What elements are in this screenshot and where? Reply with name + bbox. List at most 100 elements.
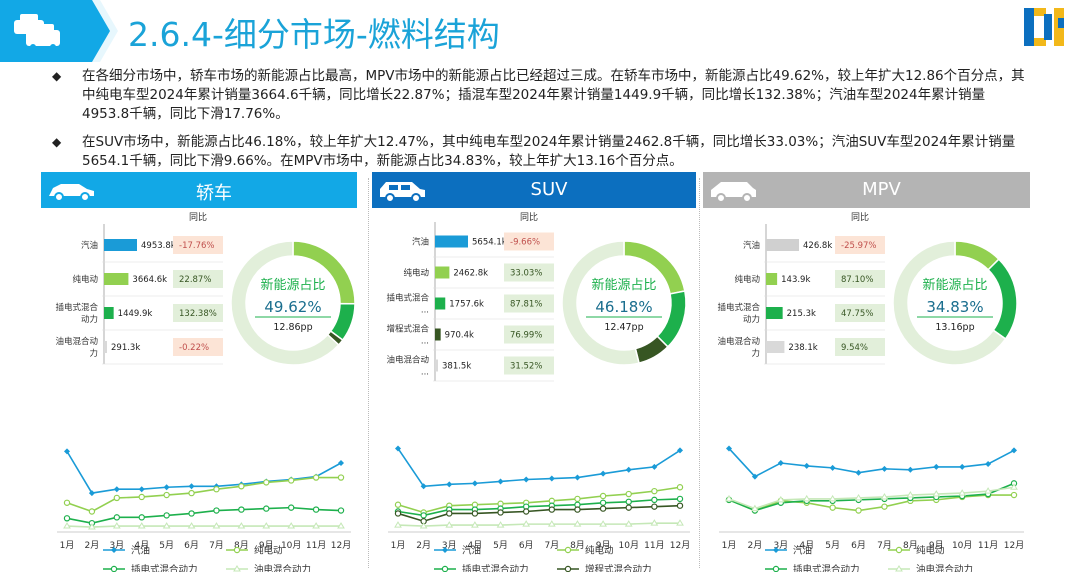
x-tick-label: 4月 [799, 540, 814, 551]
panel-divider [699, 178, 700, 568]
series-point [676, 502, 684, 509]
x-tick-label: 5月 [825, 540, 840, 551]
x-tick-label: 1月 [391, 540, 406, 551]
bar-category-label: 纯电动 [734, 274, 760, 285]
bar [104, 307, 114, 319]
legend-label: 插电式混合动力 [462, 564, 529, 573]
series-point [88, 523, 96, 530]
x-tick-label: 3月 [109, 540, 124, 551]
series-point [337, 522, 345, 529]
yoy-value-label: 31.52% [510, 362, 542, 372]
series-point [471, 510, 479, 517]
series-point [112, 522, 121, 529]
x-tick-label: 12月 [1004, 540, 1024, 551]
car-icon [14, 14, 60, 50]
series-point [88, 490, 95, 497]
legend-marker [564, 565, 572, 572]
series-point [677, 447, 683, 454]
series-point [63, 515, 71, 522]
x-tick-label: 5月 [159, 540, 174, 551]
bar [104, 273, 129, 285]
x-tick-label: 12月 [331, 540, 351, 551]
series-point [338, 460, 344, 467]
x-tick-label: 10月 [619, 540, 639, 551]
series-point [651, 496, 658, 504]
series-line [728, 482, 1015, 512]
series-line [397, 448, 681, 488]
donut-segment [292, 240, 356, 305]
bar-category-label: 汽油 [412, 237, 429, 248]
series-point [651, 503, 658, 510]
donut-segment [656, 290, 687, 348]
bar-value-label: 381.5k [442, 362, 471, 372]
series-point [138, 493, 145, 501]
yoy-cell [835, 338, 885, 356]
series-line [728, 486, 1015, 510]
suv-panel: SUV 同比 汽油 5654.1k -9.66% 纯电动 2462.8k 33.03% 插电式… [372, 172, 696, 572]
yoy-cell [504, 325, 554, 344]
series-point [420, 512, 427, 519]
legend-marker [442, 547, 448, 553]
series-point [625, 498, 632, 506]
series-point [238, 483, 245, 490]
donut-segment [987, 258, 1018, 340]
bar-category-label: 汽油 [743, 240, 760, 251]
legend-marker [233, 546, 241, 554]
x-tick-label: 6月 [519, 540, 534, 551]
series-line [66, 450, 342, 494]
x-tick-label: 7月 [544, 540, 559, 551]
x-tick-label: 3月 [442, 540, 457, 551]
bar-category-label: 动力 [743, 314, 760, 325]
series-point [237, 522, 246, 529]
donut-share: 34.83% [926, 298, 983, 316]
panel-title: MPV [862, 179, 901, 200]
donut-delta: 13.16pp [935, 322, 974, 333]
series-point [395, 445, 401, 452]
series-point [163, 512, 170, 519]
donut-delta: 12.86pp [273, 322, 312, 333]
donut-share: 49.62% [264, 298, 321, 316]
series-point [522, 520, 531, 527]
series-point [213, 486, 220, 493]
series-point [959, 463, 966, 470]
series-point [263, 505, 270, 512]
series-point [932, 490, 941, 497]
x-tick-label: 4月 [468, 540, 483, 551]
series-point [803, 462, 810, 469]
series-point [933, 463, 940, 470]
series-point [287, 477, 295, 484]
series-point [162, 522, 171, 529]
donut-remainder [230, 240, 340, 366]
series-point [676, 519, 684, 526]
x-tick-label: 10月 [952, 540, 972, 551]
x-tick-label: 1月 [60, 540, 75, 551]
series-point [600, 470, 607, 477]
panel-header: MPV [703, 172, 1030, 208]
series-point [163, 484, 170, 491]
legend-marker [233, 565, 241, 572]
x-tick-label: 7月 [877, 540, 892, 551]
panel-header: 轿车 [41, 172, 357, 208]
legend-marker [773, 547, 779, 553]
yoy-cell [835, 236, 885, 254]
yoy-cell [504, 232, 554, 251]
bar [766, 341, 785, 353]
series-point [573, 520, 582, 527]
legend-label: 油电混合动力 [916, 564, 973, 573]
bar [435, 328, 441, 341]
bar-category-label: 增程式混合 [386, 324, 429, 335]
legend-marker [110, 565, 118, 572]
bar-category-label: 油电混合动 [386, 355, 429, 366]
series-point [829, 504, 836, 511]
series-point [1011, 447, 1017, 454]
donut-remainder [561, 240, 640, 366]
yoy-cell [504, 294, 554, 313]
series-point [574, 474, 581, 481]
bar [435, 235, 468, 248]
series-point [113, 494, 121, 502]
bar-value-label: 238.1k [788, 343, 817, 353]
x-tick-label: 10月 [281, 540, 301, 551]
series-point [881, 465, 888, 472]
bullet-text: 在各细分市场中，轿车市场的新能源占比最高，MPV市场中的新能源占比已经超过三成。… [82, 68, 1025, 122]
